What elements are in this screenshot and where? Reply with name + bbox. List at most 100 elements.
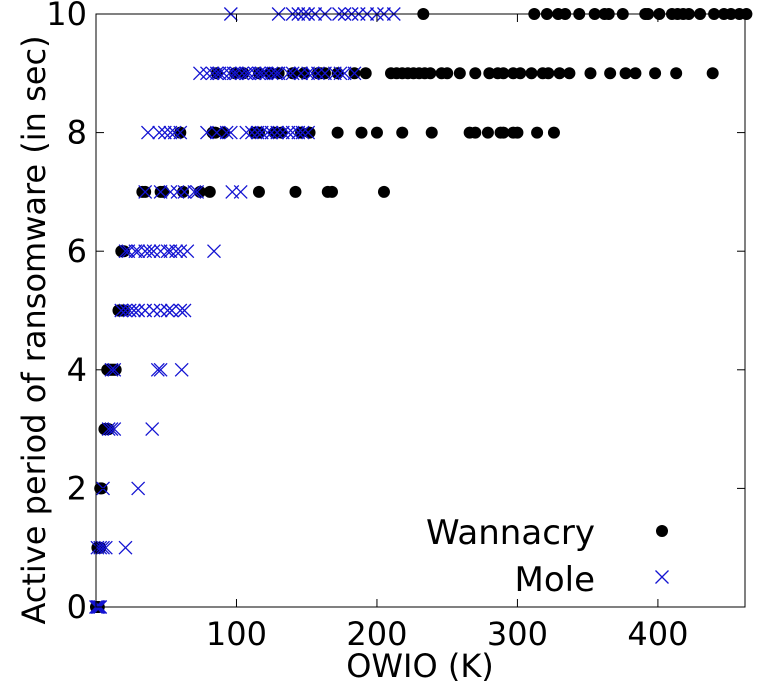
wannacry-point [237, 67, 250, 80]
wannacry-point [297, 67, 310, 80]
wannacry-point [483, 67, 496, 80]
mole-point [295, 125, 310, 140]
y-tick-label: 10 [46, 0, 87, 33]
mole-point [152, 125, 167, 140]
mole-point [264, 125, 279, 140]
mole-point [270, 125, 285, 140]
legend-marker-mole-shape [655, 570, 669, 584]
wannacry-point [209, 126, 222, 139]
series-mole [89, 7, 401, 614]
wannacry-point [425, 126, 438, 139]
x-axis: 100 200 300 400 [206, 14, 688, 653]
wannacry-point [331, 67, 344, 80]
mole-point [141, 125, 155, 140]
wannacry-point [157, 185, 170, 198]
wannacry-point [359, 67, 372, 80]
wannacry-point [252, 126, 265, 139]
mole-point [169, 244, 184, 259]
wannacry-point [649, 67, 662, 80]
mole-point [233, 184, 248, 199]
mole-point [157, 125, 172, 140]
mole-point [254, 125, 269, 140]
wannacry-point [289, 185, 302, 198]
wannacry-point [511, 126, 524, 139]
mole-point [271, 66, 286, 81]
mole-point [294, 66, 309, 81]
mole-point [310, 66, 325, 81]
legend-marker-wannacry [656, 525, 668, 537]
mole-point [170, 184, 185, 199]
wannacry-point [670, 67, 683, 80]
mole-point [98, 540, 113, 555]
mole-point [167, 125, 182, 140]
mole-point [101, 422, 116, 437]
mole-point [153, 362, 168, 377]
mole-point [305, 66, 320, 81]
wannacry-point [331, 126, 344, 139]
mole-point [216, 66, 231, 81]
mole-point [146, 244, 161, 259]
mole-point [180, 244, 195, 259]
wannacry-point [497, 67, 510, 80]
mole-point [150, 362, 165, 377]
mole-point [209, 66, 224, 81]
mole-point [275, 125, 290, 140]
x-tick-label: 300 [487, 615, 548, 653]
mole-point [160, 303, 175, 318]
legend-label-wannacry: Wannacry [426, 513, 595, 553]
y-tick-label: 2 [67, 469, 87, 507]
mole-point [121, 244, 136, 259]
wannacry-point [118, 304, 131, 317]
mole-point [173, 303, 188, 318]
mole-point [219, 125, 234, 140]
mole-point [118, 244, 133, 259]
plot-frame [95, 13, 746, 608]
mole-point [212, 66, 227, 81]
mole-point [138, 184, 153, 199]
wannacry-point [619, 67, 632, 80]
wannacry-point [326, 185, 338, 198]
wannacry-point [469, 126, 482, 139]
mole-point [142, 244, 157, 259]
mole-point [118, 540, 133, 555]
mole-point [281, 125, 296, 140]
wannacry-point [481, 126, 494, 139]
y-tick-label: 4 [67, 351, 87, 389]
mole-point [153, 303, 168, 318]
mole-point [222, 66, 237, 81]
mole-point [264, 66, 279, 81]
mole-point [250, 125, 265, 140]
legend: Wannacry Mole [426, 513, 669, 600]
mole-point [177, 303, 192, 318]
wannacry-point [469, 67, 482, 80]
mole-point [291, 125, 306, 140]
mole-point [163, 184, 178, 199]
wannacry-point [295, 126, 308, 139]
wannacry-point [252, 185, 265, 198]
mole-point [254, 66, 269, 81]
legend-marker-mole [655, 570, 669, 584]
wannacry-point [275, 126, 288, 139]
mole-point [235, 66, 250, 81]
mole-point [268, 66, 283, 81]
mole-point [173, 125, 188, 140]
mole-point [96, 540, 110, 555]
mole-point [173, 244, 188, 259]
wannacry-point [217, 126, 230, 139]
mole-point [223, 125, 238, 140]
mole-point [192, 66, 207, 81]
wannacry-point [553, 67, 566, 80]
wannacry-point [547, 126, 560, 139]
series-wannacry [90, 8, 753, 613]
x-axis-label: OWIO (K) [346, 647, 494, 685]
mole-point [107, 362, 122, 377]
x-tick-label: 400 [627, 615, 688, 653]
mole-point [333, 66, 348, 81]
mole-point [190, 184, 205, 199]
wannacry-point [453, 67, 466, 80]
wannacry-point [177, 185, 190, 198]
wannacry-point [109, 363, 122, 376]
x-tick-label: 200 [346, 615, 407, 653]
mole-point [260, 125, 275, 140]
y-axis: 0 2 4 6 8 10 [46, 0, 745, 626]
